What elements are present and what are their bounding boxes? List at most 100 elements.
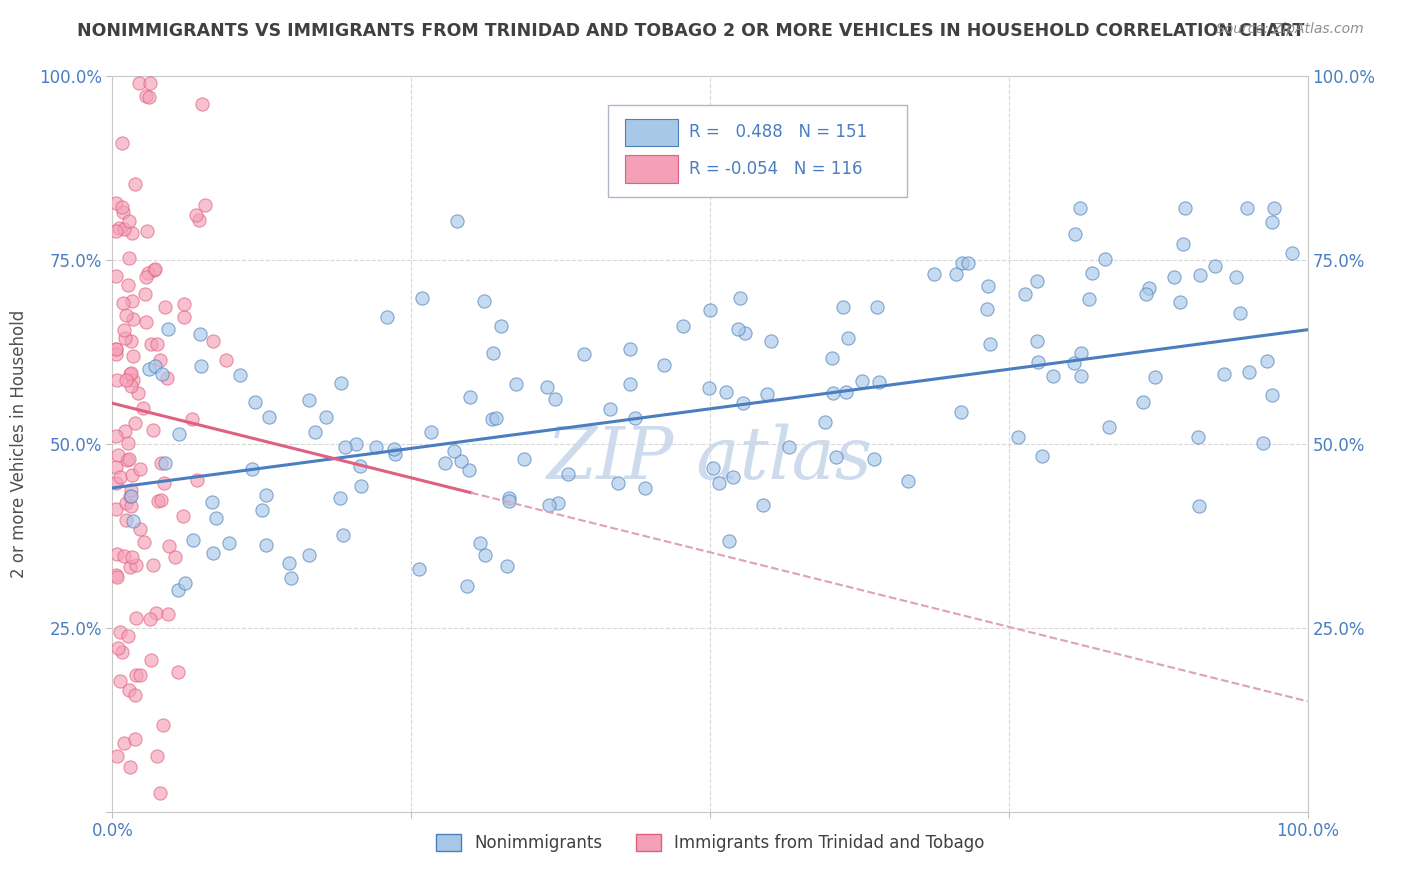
Point	[121, 467, 143, 482]
Point	[112, 736, 135, 750]
Point	[124, 667, 146, 681]
Point	[110, 470, 132, 484]
Point	[482, 345, 505, 359]
Point	[115, 309, 138, 323]
Point	[250, 502, 273, 516]
Point	[190, 359, 212, 373]
Point	[120, 483, 142, 497]
Point	[298, 548, 321, 562]
FancyBboxPatch shape	[626, 119, 678, 146]
Point	[105, 568, 128, 582]
Point	[384, 447, 406, 461]
Point	[105, 268, 128, 283]
Point	[443, 444, 465, 458]
Point	[141, 653, 163, 667]
Point	[474, 293, 496, 308]
Point	[1261, 215, 1284, 229]
Point	[329, 491, 352, 505]
Point	[382, 442, 405, 457]
Point	[498, 491, 520, 505]
Point	[699, 303, 721, 318]
Point	[134, 315, 156, 329]
Point	[1239, 365, 1261, 379]
Point	[834, 385, 856, 400]
Point	[105, 373, 128, 387]
Point	[120, 489, 142, 503]
Point	[976, 279, 998, 293]
Point	[1144, 370, 1167, 384]
Point	[1025, 334, 1047, 348]
Point	[1251, 436, 1274, 450]
Point	[280, 571, 302, 585]
Point	[173, 310, 195, 324]
Point	[728, 291, 751, 305]
Point	[117, 436, 139, 450]
Point	[837, 331, 859, 345]
Point	[122, 373, 145, 387]
Point	[120, 489, 142, 503]
Point	[714, 385, 737, 400]
Point	[278, 557, 301, 571]
Point	[1187, 430, 1209, 444]
Point	[105, 347, 128, 361]
Point	[832, 300, 855, 314]
Legend: Nonimmigrants, Immigrants from Trinidad and Tobago: Nonimmigrants, Immigrants from Trinidad …	[429, 827, 991, 859]
Point	[456, 579, 478, 593]
Point	[1260, 388, 1282, 402]
Point	[734, 326, 756, 341]
Point	[419, 425, 441, 439]
Point	[408, 562, 430, 576]
Point	[298, 392, 321, 407]
Point	[201, 546, 224, 560]
Point	[1163, 269, 1185, 284]
Point	[866, 300, 889, 314]
Point	[1070, 369, 1092, 384]
Point	[134, 287, 156, 301]
Point	[727, 321, 749, 335]
Point	[215, 352, 238, 367]
Point	[240, 462, 263, 476]
Point	[672, 319, 695, 334]
Point	[169, 427, 191, 442]
Point	[105, 342, 128, 356]
Point	[536, 380, 558, 394]
Point	[149, 456, 172, 470]
Point	[108, 625, 131, 640]
Point	[143, 359, 166, 373]
Point	[218, 535, 240, 549]
Point	[111, 644, 134, 658]
Point	[117, 629, 139, 643]
Point	[118, 683, 141, 698]
Point	[1137, 281, 1160, 295]
Point	[108, 220, 131, 235]
Point	[634, 481, 657, 495]
Point	[375, 310, 398, 324]
Point	[114, 372, 136, 386]
Point	[537, 498, 560, 512]
Point	[1281, 245, 1303, 260]
Text: ZIP atlas: ZIP atlas	[547, 423, 873, 494]
Point	[142, 423, 165, 437]
Point	[120, 379, 142, 393]
Point	[257, 410, 280, 425]
Point	[128, 668, 150, 682]
Point	[1229, 306, 1251, 320]
Point	[201, 495, 224, 509]
Point	[188, 213, 211, 227]
Point	[619, 342, 641, 356]
Point	[945, 267, 967, 281]
Point	[134, 535, 156, 549]
Point	[115, 513, 138, 527]
Point	[184, 208, 207, 222]
Point	[1188, 499, 1211, 513]
Point	[350, 479, 373, 493]
Point	[135, 270, 157, 285]
Text: NONIMMIGRANTS VS IMMIGRANTS FROM TRINIDAD AND TOBAGO 2 OR MORE VEHICLES IN HOUSE: NONIMMIGRANTS VS IMMIGRANTS FROM TRINIDA…	[77, 22, 1305, 40]
Point	[112, 549, 135, 564]
Point	[142, 558, 165, 572]
Point	[1263, 202, 1285, 216]
Y-axis label: 2 or more Vehicles in Household: 2 or more Vehicles in Household	[10, 310, 28, 578]
Point	[114, 424, 136, 438]
Point	[411, 291, 433, 305]
Point	[950, 256, 973, 270]
